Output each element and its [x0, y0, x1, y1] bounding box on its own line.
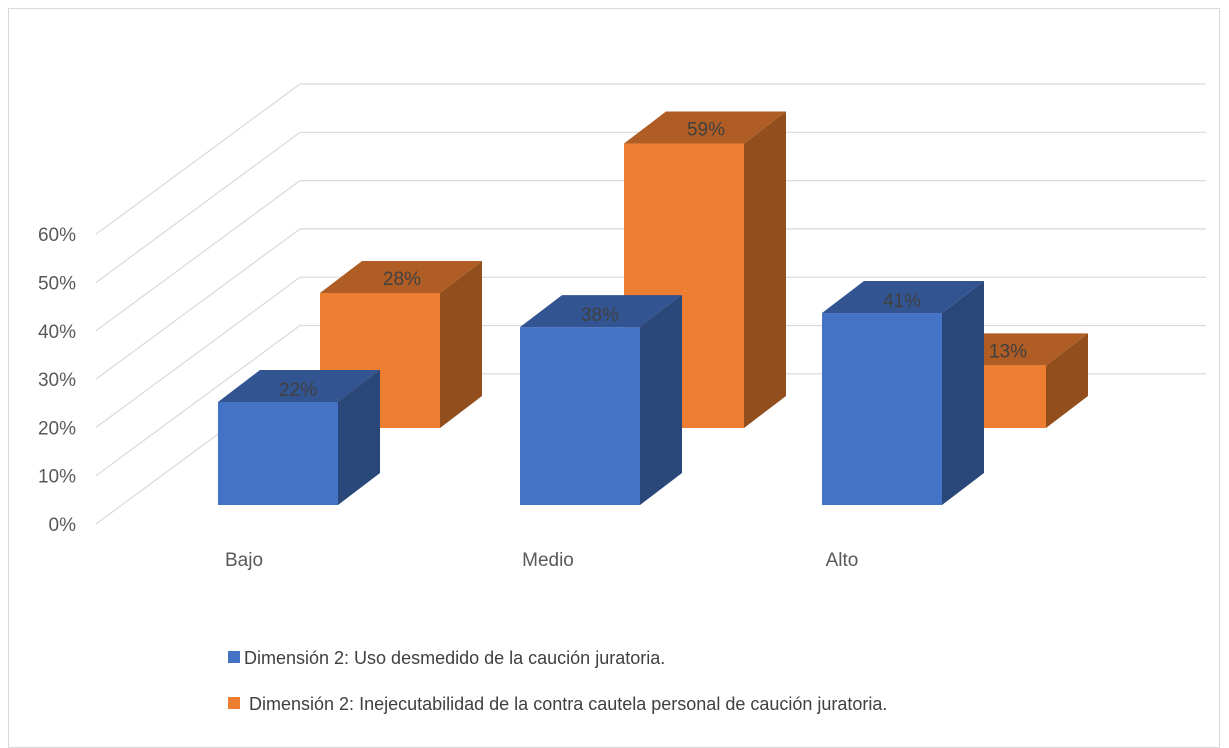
bar-side — [744, 111, 786, 429]
bar-side — [640, 295, 682, 505]
x-tick-label: Bajo — [225, 550, 263, 571]
bar-bajo-series-1 — [218, 370, 380, 505]
legend-item-series-1: Dimensión 2: Uso desmedido de la caución… — [228, 648, 665, 669]
bar-top — [320, 261, 482, 293]
data-label-series-1: 38% — [581, 305, 619, 326]
bar-top — [822, 281, 984, 314]
gridline-side — [95, 180, 301, 332]
bar-top — [520, 295, 682, 328]
bar-top — [624, 111, 786, 144]
legend-swatch-orange — [228, 697, 240, 710]
legend-label-series-2: Dimensión 2: Inejecutabilidad de la cont… — [249, 694, 888, 714]
y-tick-label: 40% — [38, 322, 76, 343]
bar-side — [942, 281, 984, 505]
data-label-series-2: 28% — [383, 269, 421, 290]
y-tick-label: 30% — [38, 370, 76, 391]
data-label-series-1: 41% — [883, 291, 921, 312]
legend-label-series-1: Dimensión 2: Uso desmedido de la caución… — [244, 648, 666, 668]
y-tick-label: 20% — [38, 418, 76, 439]
bar-chart-3d: 0%10%20%30%40%50%60% 28%59%13%22%38%41% … — [38, 83, 1206, 571]
bar-medio-series-1 — [520, 295, 682, 505]
bar-front — [822, 313, 942, 505]
gridline-side — [95, 325, 301, 477]
legend-item-series-2: Dimensión 2: Inejecutabilidad de la cont… — [228, 694, 887, 715]
bar-side — [1046, 333, 1088, 428]
x-tick-label: Alto — [826, 550, 859, 571]
legend-swatch-blue — [228, 651, 240, 664]
bar-top — [218, 370, 380, 402]
gridline-side — [95, 131, 301, 283]
y-tick-label: 10% — [38, 467, 76, 488]
x-tick-label: Medio — [522, 550, 574, 571]
gridline-side — [95, 228, 301, 380]
gridline-side — [95, 83, 301, 235]
bar-alto-series-1 — [822, 281, 984, 505]
gridline-side — [95, 276, 301, 428]
bar-front — [520, 327, 640, 505]
bar-side — [440, 261, 482, 428]
y-tick-label: 0% — [49, 515, 77, 536]
data-label-series-1: 22% — [279, 380, 317, 401]
y-tick-label: 50% — [38, 274, 76, 295]
bar-front — [218, 402, 338, 505]
bar-side — [338, 370, 380, 505]
data-label-series-2: 59% — [687, 120, 725, 141]
data-label-series-2: 13% — [989, 341, 1027, 362]
y-tick-label: 60% — [38, 225, 76, 246]
